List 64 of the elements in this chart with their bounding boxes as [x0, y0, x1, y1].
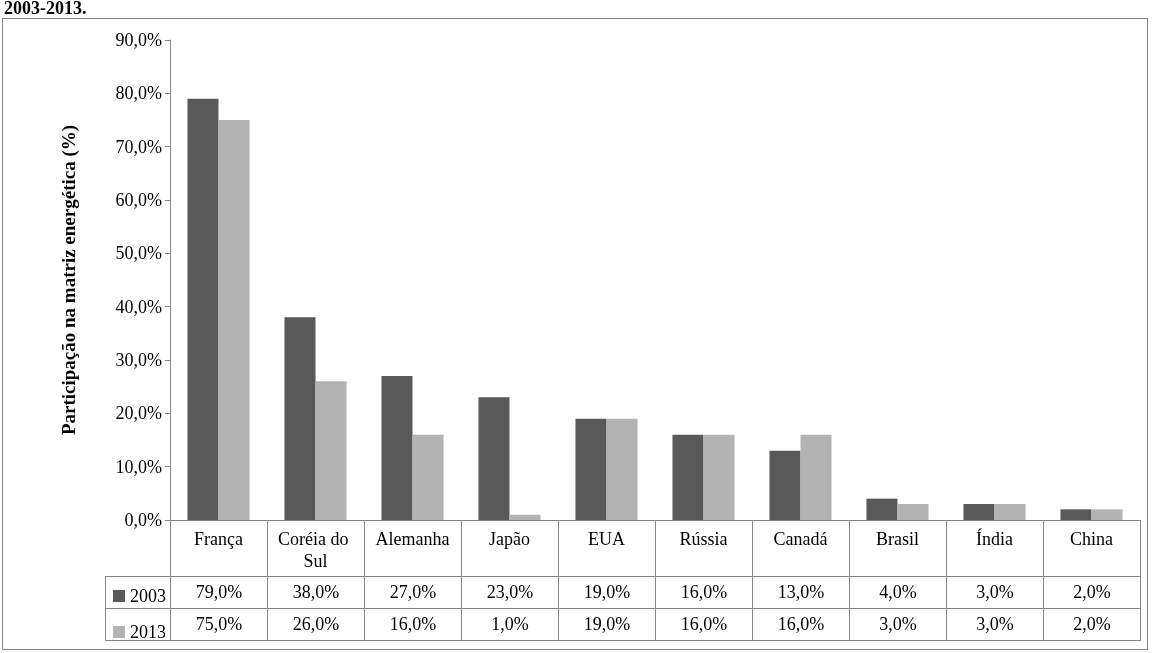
data-label: 16,0% — [752, 608, 850, 641]
y-tick-label: 90,0% — [115, 30, 162, 50]
x-tick-label: Japão — [489, 529, 530, 549]
bar — [509, 514, 541, 520]
legend-label: 2013 — [130, 622, 166, 642]
data-label: 16,0% — [655, 576, 753, 609]
data-label: 19,0% — [558, 608, 656, 641]
bar — [315, 381, 347, 520]
data-label: 19,0% — [558, 576, 656, 609]
bar — [478, 397, 510, 520]
x-tick-label: EUA — [588, 529, 625, 549]
data-label: 13,0% — [752, 576, 850, 609]
bar — [769, 450, 801, 520]
data-label: 79,0% — [170, 576, 268, 609]
data-label: 1,0% — [461, 608, 559, 641]
bar — [606, 418, 638, 520]
bar — [218, 120, 250, 520]
data-label: 3,0% — [946, 608, 1044, 641]
x-tick-label: Canadá — [773, 529, 828, 549]
bar — [800, 434, 832, 520]
bar — [866, 498, 898, 520]
bar — [575, 418, 607, 520]
bar — [381, 376, 413, 520]
data-label: 38,0% — [267, 576, 365, 609]
x-tick-label: Alemanha — [375, 529, 450, 549]
bar — [672, 434, 704, 520]
x-tick-label: França — [194, 529, 243, 549]
bar — [1091, 509, 1123, 520]
x-tick-label: Índia — [976, 528, 1013, 549]
x-tick-label: Coréia do Sul — [278, 529, 353, 571]
x-tick-label: Rússia — [679, 529, 728, 549]
bar — [703, 434, 735, 520]
y-tick-label: 0,0% — [124, 510, 162, 530]
data-label: 2,0% — [1043, 576, 1141, 609]
data-label: 4,0% — [849, 576, 947, 609]
x-tick-label: China — [1070, 529, 1114, 549]
bar — [963, 504, 995, 520]
data-label: 26,0% — [267, 608, 365, 641]
y-tick-label: 50,0% — [115, 243, 162, 264]
y-tick-label: 20,0% — [115, 403, 162, 424]
data-label: 16,0% — [364, 608, 462, 641]
data-label: 3,0% — [849, 608, 947, 641]
text: 2003-2013. — [4, 0, 87, 19]
bar — [187, 98, 219, 520]
data-label: 27,0% — [364, 576, 462, 609]
data-label: 75,0% — [170, 608, 268, 641]
legend-label: 2003 — [130, 586, 166, 606]
y-tick-label: 80,0% — [115, 83, 162, 104]
bar — [284, 317, 316, 520]
data-label: 3,0% — [946, 576, 1044, 609]
y-tick-label: 60,0% — [115, 190, 162, 210]
bar — [412, 434, 444, 520]
y-axis-title: Participação na matriz energética (%) — [58, 124, 80, 436]
bar — [897, 504, 929, 520]
y-tick-label: 10,0% — [115, 456, 162, 477]
y-tick-label: 70,0% — [115, 136, 162, 157]
data-label: 2,0% — [1043, 608, 1141, 641]
data-label: 23,0% — [461, 576, 559, 609]
y-tick-label: 40,0% — [115, 296, 162, 317]
bar — [994, 504, 1026, 520]
y-tick-label: 30,0% — [115, 350, 162, 370]
data-label: 16,0% — [655, 608, 753, 641]
bar — [1060, 509, 1092, 520]
x-tick-label: Brasil — [876, 529, 919, 549]
